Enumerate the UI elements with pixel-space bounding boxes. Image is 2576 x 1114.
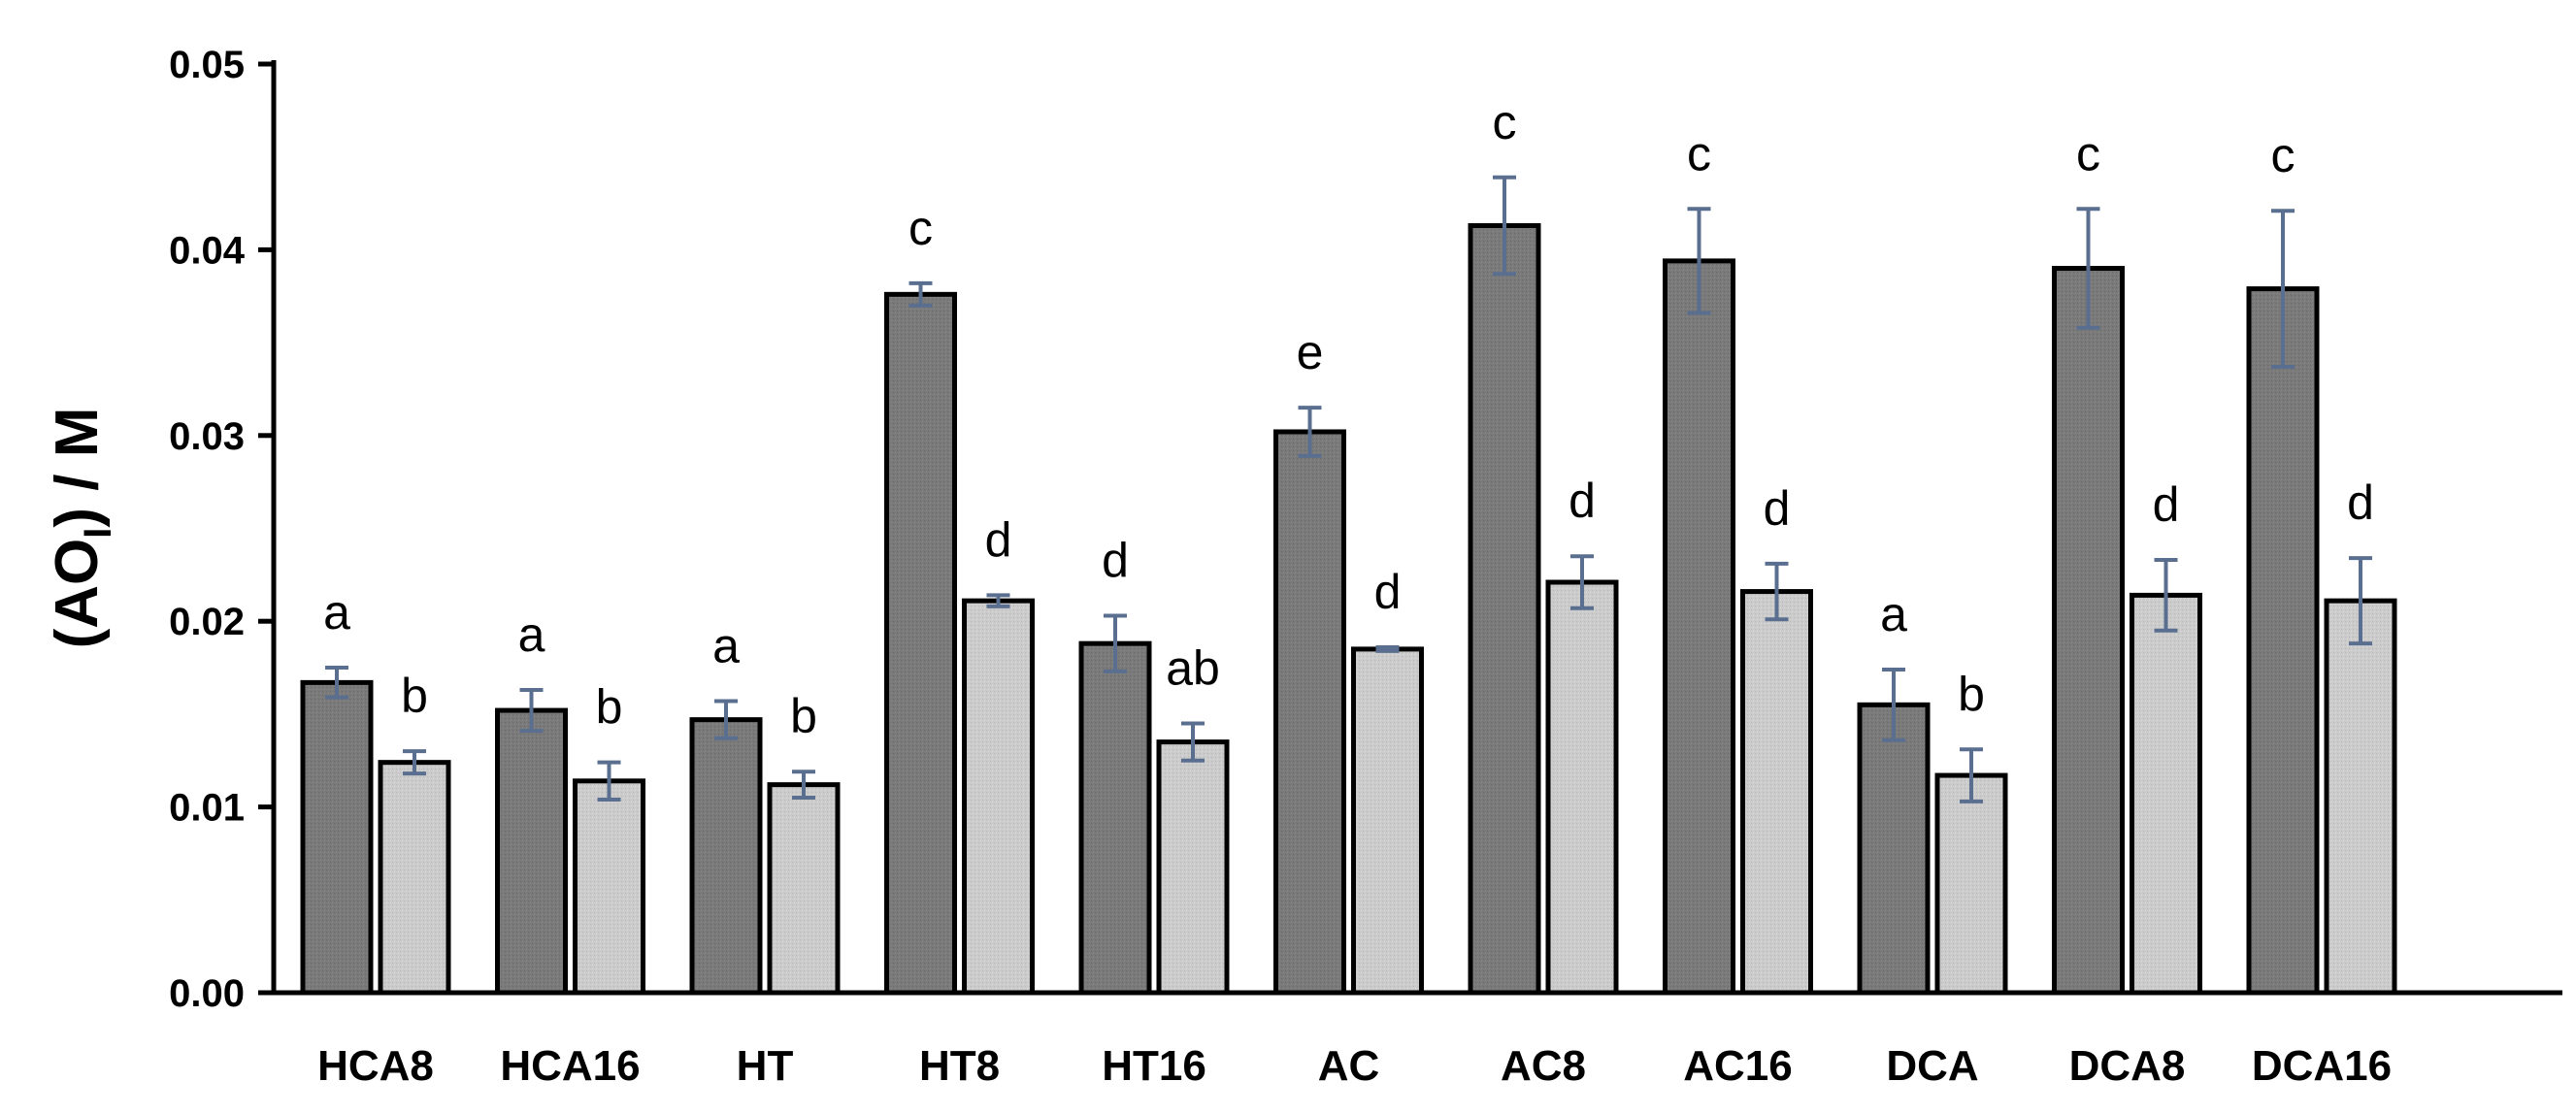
bar-ht-series-1	[689, 717, 763, 996]
bar-dca16-series-2	[2324, 598, 2397, 996]
axes-layer	[258, 60, 2562, 996]
y-tick-label: 0.02	[169, 601, 245, 643]
x-tick-label-hca16: HCA16	[500, 1042, 640, 1090]
y-axis-label-group: (AOI) / M	[44, 408, 119, 649]
bar-ht16-series-1	[1078, 640, 1152, 996]
significance-letter-ht8-series-2: d	[985, 512, 1012, 567]
error-bars-layer	[325, 175, 2372, 803]
bar-hca16-series-1	[495, 707, 568, 996]
y-axis-label-main: (AO	[44, 539, 111, 649]
significance-letter-ac8-series-2: d	[1569, 474, 1596, 528]
bar-ht16-series-2	[1156, 739, 1230, 996]
significance-letter-ac-series-1: e	[1297, 325, 1324, 379]
bar-hca8-series-2	[378, 760, 451, 996]
bar-dca8-series-1	[2052, 266, 2125, 996]
x-tick-labels: HCA8 HCA16 HT HT8 HT16 AC AC8 AC16 DCA DCA8 DCA16	[317, 1042, 2392, 1090]
error-bar-dca-series-2	[1960, 747, 1983, 803]
error-bar-ht16-series-1	[1104, 613, 1127, 673]
bar-ht8-series-2	[962, 598, 1035, 996]
bar-ht-series-2	[767, 782, 841, 996]
y-tick-label: 0.01	[169, 787, 245, 830]
significance-letter-ac16-series-2: d	[1764, 481, 1791, 536]
significance-letter-ht16-series-2: ab	[1166, 640, 1220, 695]
significance-letter-ht8-series-1: c	[908, 201, 933, 255]
error-bar-ht16-series-2	[1181, 721, 1205, 763]
bar-ac8-series-1	[1468, 223, 1541, 996]
bars-layer	[300, 223, 2397, 996]
bar-dca-series-2	[1934, 772, 2008, 996]
error-bar-dca8-series-2	[2154, 558, 2178, 633]
significance-letter-hca8-series-2: b	[401, 669, 428, 723]
y-tick-label: 0.05	[169, 44, 245, 86]
y-tick-label: 0.03	[169, 415, 245, 458]
significance-letter-hca16-series-2: b	[596, 680, 623, 735]
significance-letter-dca8-series-1: c	[2076, 126, 2100, 180]
error-bar-ac-series-1	[1298, 406, 1322, 458]
bar-dca16-series-1	[2246, 286, 2320, 996]
x-tick-label-ht: HT	[737, 1042, 794, 1090]
y-tick-labels: 0.00 0.01 0.02 0.03 0.04 0.05	[169, 44, 246, 1015]
error-bar-hca8-series-1	[325, 666, 348, 700]
x-tick-label-dca16: DCA16	[2252, 1042, 2392, 1090]
error-bar-dca16-series-2	[2349, 556, 2372, 646]
bar-ht8-series-1	[884, 291, 957, 996]
significance-letter-ht-series-1: a	[712, 619, 740, 673]
error-bar-ht-series-1	[714, 699, 738, 740]
bar-hca16-series-2	[573, 778, 645, 996]
x-tick-label-ac: AC	[1318, 1042, 1380, 1090]
bar-dca-series-1	[1857, 702, 1931, 996]
significance-letter-dca-series-1: a	[1880, 587, 1907, 641]
error-bar-ht-series-2	[792, 770, 815, 801]
x-tick-label-ht8: HT8	[919, 1042, 1000, 1090]
error-bar-dca8-series-1	[2076, 207, 2100, 330]
error-bar-ht8-series-1	[908, 280, 933, 308]
x-tick-label-hca8: HCA8	[317, 1042, 434, 1090]
y-axis-label-subscript: I	[77, 528, 119, 539]
significance-letter-dca8-series-2: d	[2153, 477, 2180, 532]
significance-letter-ac8-series-1: c	[1493, 95, 1517, 149]
x-tick-label-dca: DCA	[1886, 1042, 1978, 1090]
error-bar-ac16-series-2	[1765, 561, 1789, 622]
x-tick-label-ht16: HT16	[1102, 1042, 1206, 1090]
significance-letter-ht16-series-1: d	[1102, 533, 1129, 587]
significance-letter-ac-series-2: d	[1374, 565, 1402, 619]
significance-letter-hca16-series-1: a	[518, 607, 545, 662]
x-tick-label-ac16: AC16	[1683, 1042, 1793, 1090]
error-bar-hca8-series-2	[403, 749, 426, 776]
y-tick-label: 0.04	[169, 229, 246, 272]
y-axis-label-tail: ) / M	[44, 408, 111, 528]
bar-hca8-series-1	[300, 679, 374, 996]
bar-ac-series-1	[1273, 429, 1346, 996]
error-bar-hca16-series-2	[597, 760, 621, 802]
x-tick-label-ac8: AC8	[1501, 1042, 1586, 1090]
error-bar-hca16-series-1	[519, 688, 544, 734]
error-bar-ac8-series-2	[1570, 554, 1594, 610]
significance-letter-dca16-series-2: d	[2347, 475, 2374, 530]
error-bar-dca-series-1	[1882, 667, 1905, 742]
bar-ac-series-2	[1351, 646, 1424, 996]
error-bar-ac8-series-1	[1493, 175, 1516, 277]
significance-letter-dca-series-2: b	[1958, 667, 1985, 721]
x-tick-label-dca8: DCA8	[2069, 1042, 2186, 1090]
significance-letter-dca16-series-1: c	[2271, 128, 2295, 182]
bar-dca8-series-2	[2130, 592, 2202, 996]
error-bar-ht8-series-2	[986, 593, 1010, 608]
y-axis-label: (AOI) / M	[44, 408, 119, 649]
bar-ac16-series-2	[1740, 589, 1813, 996]
significance-letter-ac16-series-1: c	[1687, 126, 1711, 180]
error-bar-ac-series-2	[1375, 644, 1400, 653]
error-bar-dca16-series-1	[2271, 209, 2295, 369]
bar-ac16-series-1	[1663, 258, 1735, 996]
significance-letter-ht-series-2: b	[790, 689, 817, 743]
significance-letter-hca8-series-1: a	[323, 585, 350, 639]
bar-ac8-series-2	[1545, 579, 1619, 996]
y-tick-label: 0.00	[169, 972, 245, 1015]
error-bar-ac16-series-1	[1687, 207, 1711, 315]
